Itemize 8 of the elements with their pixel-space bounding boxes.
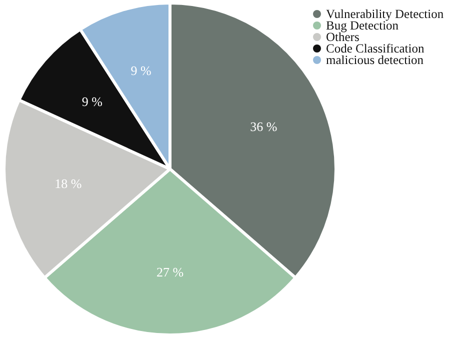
data-label: 27 % (156, 264, 184, 280)
data-label: 18 % (54, 176, 82, 192)
data-label: 36 % (250, 118, 278, 134)
data-label: 9 % (82, 94, 103, 110)
legend-label: Vulnerability Detection (326, 7, 444, 21)
data-label: 9 % (130, 62, 152, 78)
legend-label: malicious detection (326, 53, 424, 67)
legend-label: Code Classification (326, 42, 425, 56)
